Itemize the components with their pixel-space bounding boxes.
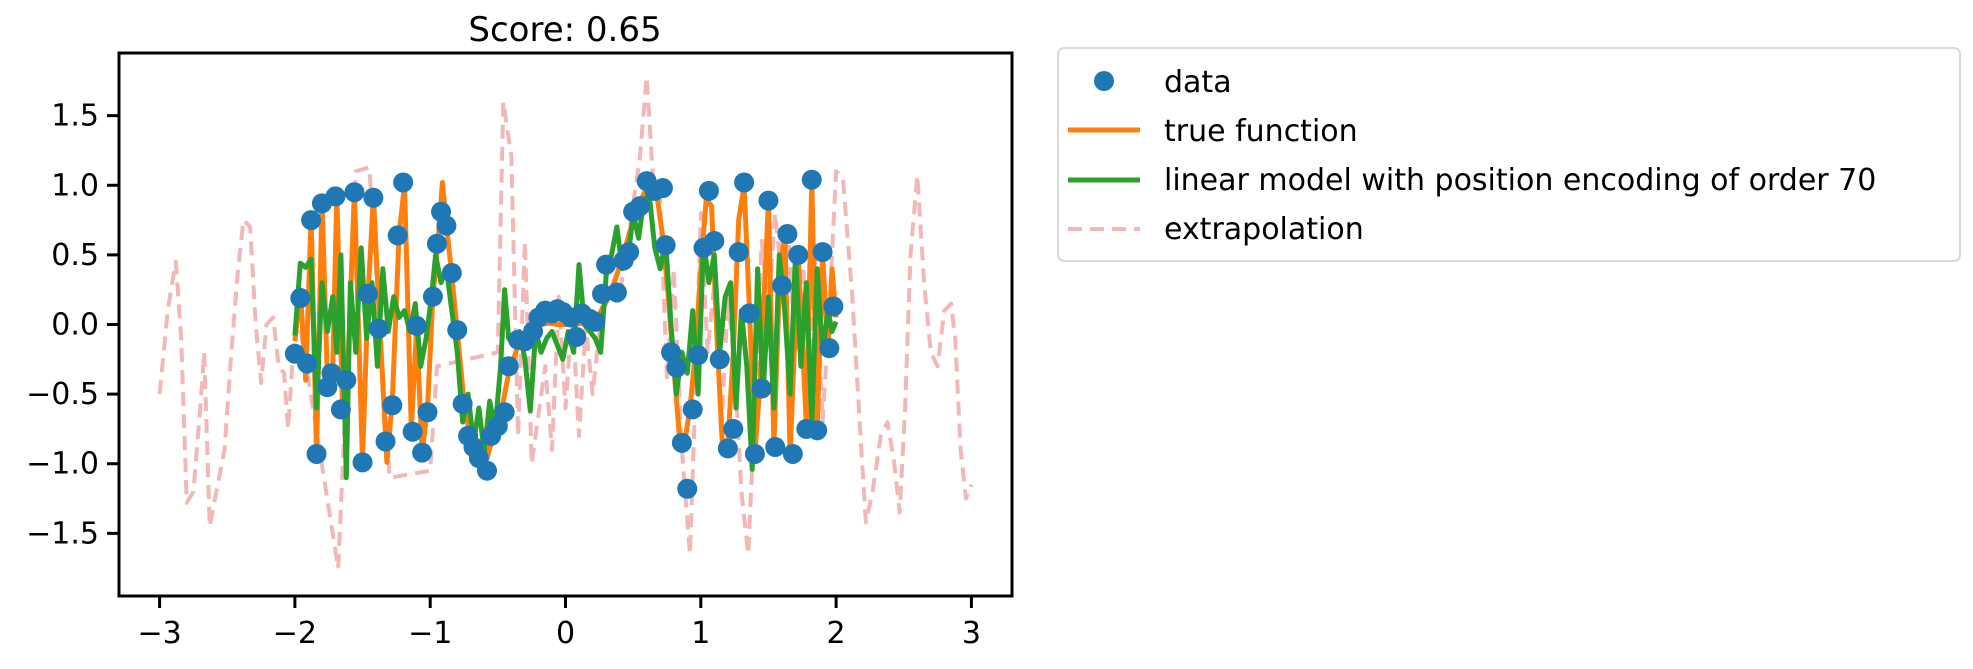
data-point <box>452 393 473 414</box>
x-tick-label: 2 <box>827 616 846 651</box>
data-point <box>352 452 373 473</box>
x-tick-label: −2 <box>273 616 317 651</box>
data-point <box>301 210 322 231</box>
x-tick-label: −1 <box>408 616 452 651</box>
data-point <box>436 215 457 236</box>
data-point <box>441 262 462 283</box>
data-point <box>771 275 792 296</box>
data-point <box>344 182 365 203</box>
data-point <box>807 420 828 441</box>
data-point <box>734 172 755 193</box>
chart-title: Score: 0.65 <box>468 10 661 50</box>
x-tick-label: 3 <box>962 616 981 651</box>
legend-marker-data <box>1094 71 1114 91</box>
data-point <box>671 432 692 453</box>
data-point <box>744 443 765 464</box>
data-point <box>596 254 617 275</box>
y-axis: −1.5 −1.0 −0.5 0.0 0.5 1.0 1.5 <box>26 99 119 551</box>
data-point <box>652 178 673 199</box>
data-point <box>819 338 840 359</box>
data-point <box>788 244 809 265</box>
y-tick-label: 0.0 <box>51 308 99 343</box>
data-point <box>717 438 738 459</box>
data-point <box>417 402 438 423</box>
data-point <box>739 303 760 324</box>
data-point <box>823 296 844 317</box>
x-axis: −3 −2 −1 0 1 2 3 <box>137 596 981 651</box>
series-line-linear-model-with-position-encoding-of-order-70 <box>292 193 839 481</box>
data-point <box>422 286 443 307</box>
data-point <box>290 288 311 309</box>
data-point <box>812 242 833 263</box>
data-point <box>751 378 772 399</box>
legend-label-extrapolation: extrapolation <box>1164 212 1364 247</box>
data-point <box>698 180 719 201</box>
data-point <box>375 431 396 452</box>
data-point <box>801 169 822 190</box>
data-point <box>709 349 730 370</box>
data-point <box>325 186 346 207</box>
data-point <box>494 402 515 423</box>
data-point <box>629 196 650 217</box>
data-point <box>336 370 357 391</box>
y-tick-label: −1.5 <box>26 516 99 551</box>
data-point <box>330 399 351 420</box>
data-point <box>477 460 498 481</box>
data-point <box>666 357 687 378</box>
series-layer <box>157 74 974 571</box>
y-tick-label: −1.0 <box>26 447 99 482</box>
legend-label-data: data <box>1164 65 1232 100</box>
data-point <box>498 356 519 377</box>
data-point <box>688 345 709 366</box>
legend-label-true-function: true function <box>1164 114 1358 149</box>
x-tick-label: −3 <box>137 616 181 651</box>
y-tick-label: −0.5 <box>26 377 99 412</box>
x-tick-label: 0 <box>556 616 575 651</box>
y-tick-label: 0.5 <box>51 238 99 273</box>
data-point <box>297 353 318 374</box>
legend: data true function linear model with pos… <box>1057 47 1961 262</box>
data-point <box>368 318 389 339</box>
data-point <box>704 230 725 251</box>
data-point <box>682 399 703 420</box>
y-tick-label: 1.0 <box>51 168 99 203</box>
data-point <box>777 224 798 244</box>
data-point <box>393 172 414 193</box>
data-point <box>758 190 779 211</box>
data-point <box>412 442 433 463</box>
data-point <box>357 283 378 304</box>
data-point <box>782 443 803 464</box>
data-point <box>363 187 384 208</box>
data-point <box>655 235 676 256</box>
data-point <box>306 443 327 464</box>
data-point <box>382 395 403 416</box>
legend-label-linear-model: linear model with position encoding of o… <box>1164 163 1876 198</box>
y-tick-label: 1.5 <box>51 99 99 134</box>
series-data <box>284 169 844 499</box>
data-point <box>585 311 606 332</box>
data-point <box>723 418 744 439</box>
legend-frame <box>1057 47 1961 262</box>
data-point <box>728 242 749 263</box>
data-point <box>406 315 427 336</box>
series-line-extrapolation <box>157 74 974 571</box>
data-point <box>661 342 682 363</box>
data-point <box>677 478 698 499</box>
data-point <box>321 363 342 384</box>
data-point <box>619 242 640 263</box>
data-point <box>387 225 408 246</box>
data-point <box>402 421 423 442</box>
data-point <box>606 282 627 303</box>
data-point <box>447 320 468 341</box>
data-point <box>566 327 587 348</box>
x-tick-label: 1 <box>691 616 710 651</box>
data-point <box>765 437 786 458</box>
data-point <box>592 283 613 304</box>
data-point <box>426 233 447 254</box>
